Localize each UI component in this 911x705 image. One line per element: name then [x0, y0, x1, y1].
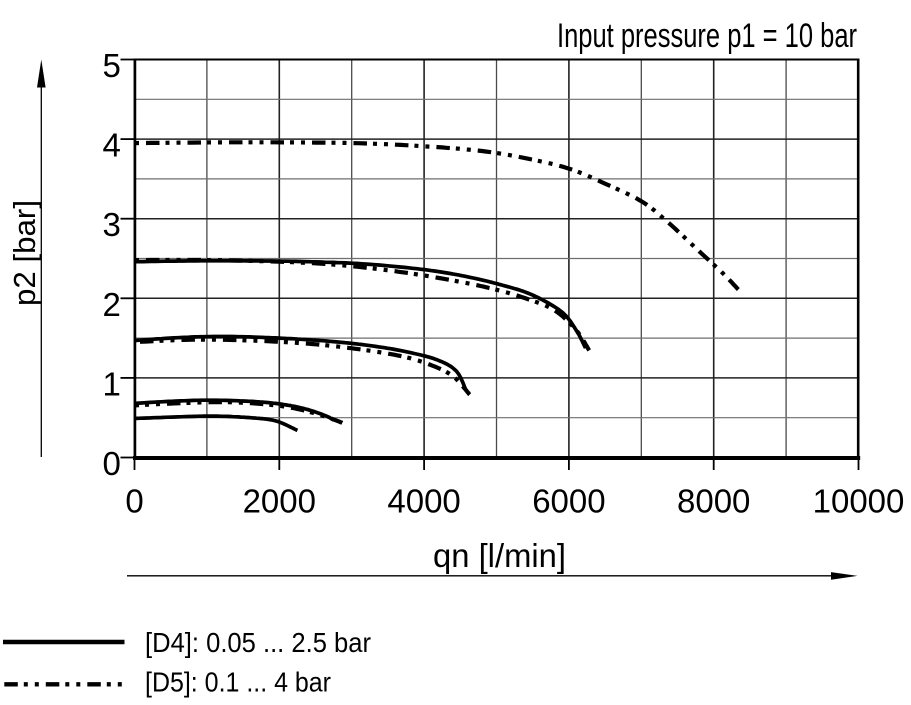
svg-text:4: 4: [102, 127, 120, 164]
svg-text:10000: 10000: [813, 483, 905, 520]
svg-text:3: 3: [102, 206, 120, 243]
svg-text:8000: 8000: [677, 483, 750, 520]
svg-text:[D4]: 0.05 ... 2.5 bar: [D4]: 0.05 ... 2.5 bar: [145, 627, 371, 658]
svg-text:[D5]: 0.1 ... 4 bar: [D5]: 0.1 ... 4 bar: [145, 667, 331, 698]
svg-text:qn [l/min]: qn [l/min]: [433, 538, 566, 575]
svg-text:1: 1: [102, 365, 120, 402]
svg-text:5: 5: [102, 47, 120, 84]
svg-text:4000: 4000: [387, 483, 460, 520]
svg-text:Input pressure p1 = 10 bar: Input pressure p1 = 10 bar: [557, 17, 857, 55]
svg-text:p2 [bar]: p2 [bar]: [7, 200, 42, 306]
svg-text:6000: 6000: [532, 483, 605, 520]
svg-text:0: 0: [125, 483, 143, 520]
svg-text:2: 2: [102, 286, 120, 323]
svg-text:0: 0: [102, 445, 120, 482]
svg-text:2000: 2000: [243, 483, 316, 520]
